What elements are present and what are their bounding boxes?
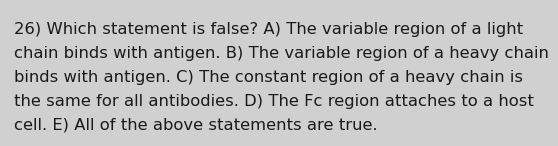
- Text: binds with antigen. C) The constant region of a heavy chain is: binds with antigen. C) The constant regi…: [14, 70, 523, 85]
- Text: the same for all antibodies. D) The Fc region attaches to a host: the same for all antibodies. D) The Fc r…: [14, 94, 534, 109]
- Text: 26) Which statement is false? A) The variable region of a light: 26) Which statement is false? A) The var…: [14, 22, 523, 37]
- Text: cell. E) All of the above statements are true.: cell. E) All of the above statements are…: [14, 118, 378, 133]
- Text: chain binds with antigen. B) The variable region of a heavy chain: chain binds with antigen. B) The variabl…: [14, 46, 549, 61]
